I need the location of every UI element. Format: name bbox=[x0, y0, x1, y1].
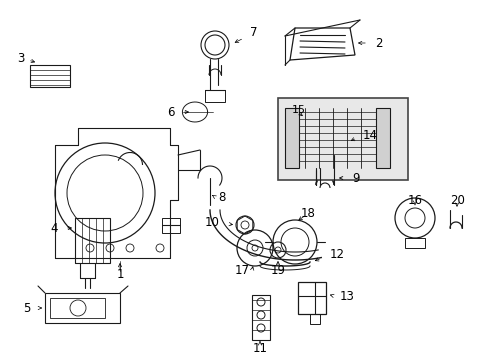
Bar bbox=[45, 293, 120, 323]
Bar bbox=[309, 314, 319, 324]
Bar bbox=[297, 282, 325, 314]
Text: 18: 18 bbox=[300, 207, 315, 220]
Text: 10: 10 bbox=[204, 216, 220, 229]
Text: 2: 2 bbox=[374, 36, 382, 50]
Bar bbox=[75, 218, 110, 263]
Bar bbox=[285, 108, 298, 168]
Text: 5: 5 bbox=[22, 302, 30, 315]
Text: 16: 16 bbox=[407, 194, 422, 207]
Bar bbox=[375, 108, 389, 168]
Bar bbox=[404, 238, 424, 248]
Bar bbox=[251, 295, 269, 340]
Text: 15: 15 bbox=[291, 105, 305, 115]
Text: 14: 14 bbox=[362, 129, 377, 141]
Text: 6: 6 bbox=[167, 105, 175, 118]
Bar bbox=[162, 218, 180, 233]
Text: 11: 11 bbox=[252, 342, 267, 355]
Text: 9: 9 bbox=[351, 171, 359, 185]
Text: 3: 3 bbox=[18, 51, 25, 64]
Text: 12: 12 bbox=[329, 248, 345, 261]
Text: 13: 13 bbox=[339, 289, 354, 302]
Bar bbox=[50, 298, 105, 318]
Text: 8: 8 bbox=[218, 190, 225, 203]
Text: 1: 1 bbox=[116, 269, 123, 282]
Text: 4: 4 bbox=[50, 221, 58, 234]
Text: 17: 17 bbox=[234, 264, 249, 276]
Text: 7: 7 bbox=[249, 26, 257, 39]
Text: 20: 20 bbox=[449, 194, 465, 207]
Text: 19: 19 bbox=[270, 264, 285, 276]
Bar bbox=[204, 90, 224, 102]
Bar bbox=[30, 65, 70, 87]
Bar bbox=[278, 98, 407, 180]
